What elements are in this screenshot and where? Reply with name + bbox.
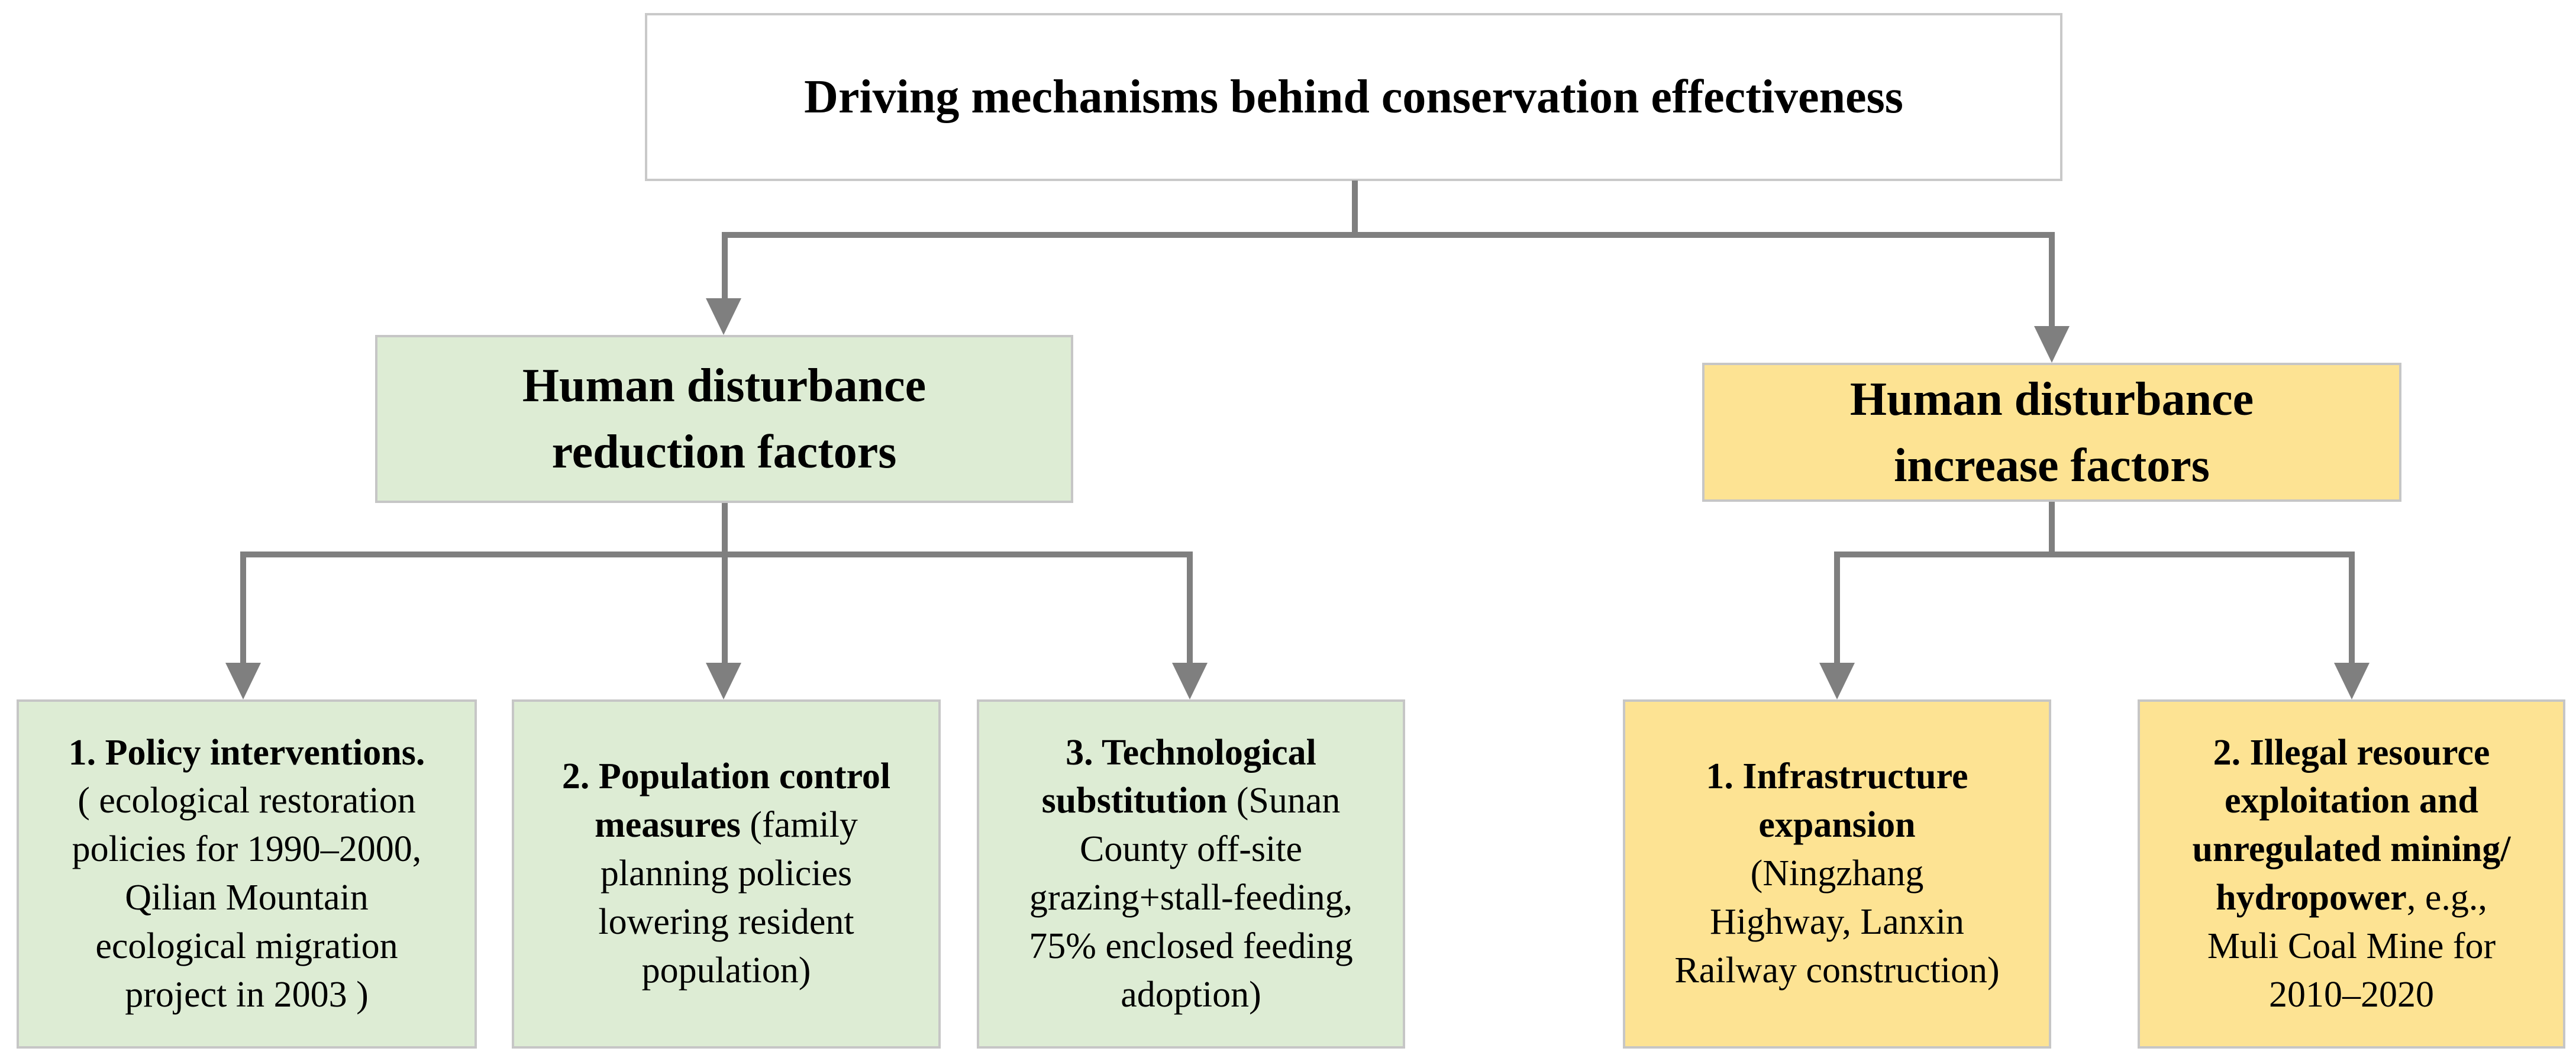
arrow-down-reduction-icon bbox=[706, 298, 741, 335]
connector-increase-stub bbox=[2049, 502, 2055, 554]
connector-branch-line-left bbox=[240, 552, 1193, 557]
node-population-control-label: 2. Population control measures (family pla… bbox=[561, 756, 891, 991]
connector-drop-to-reduction bbox=[722, 232, 728, 303]
connector-reduction-stub bbox=[722, 503, 728, 554]
connector-drop-to-increase bbox=[2049, 232, 2055, 330]
node-illegal-resource-exploitation-label: 2. Illegal resource exploitation and unreg… bbox=[2192, 732, 2511, 1015]
node-infrastructure-expansion-label: 1. Infrastructure expansion (Ningzhang High… bbox=[1674, 756, 2000, 991]
node-human-disturbance-increase: Human disturbance increase factors bbox=[1702, 363, 2401, 502]
arrow-down-population-icon bbox=[706, 663, 741, 699]
node-policy-interventions: 1. Policy interventions.( ecological res… bbox=[17, 699, 477, 1049]
arrow-down-infrastructure-icon bbox=[1819, 663, 1855, 699]
node-technological-substitution-label: 3. Technological substitution (Sunan Count… bbox=[1029, 732, 1353, 1015]
node-human-disturbance-reduction-label: Human disturbance reduction factors bbox=[522, 360, 927, 478]
node-policy-interventions-label: 1. Policy interventions.( ecological res… bbox=[68, 732, 425, 1015]
connector-trunk-stub bbox=[1352, 180, 1358, 235]
connector-drop-to-illegal bbox=[2349, 554, 2355, 666]
node-infrastructure-expansion: 1. Infrastructure expansion (Ningzhang High… bbox=[1623, 699, 2051, 1049]
connector-branch-line-right bbox=[1834, 552, 2355, 557]
arrow-down-policy-icon bbox=[225, 663, 261, 699]
arrow-down-technology-icon bbox=[1172, 663, 1208, 699]
arrow-down-increase-icon bbox=[2034, 326, 2070, 363]
connector-drop-to-population bbox=[722, 554, 728, 666]
node-driving-mechanisms-label: Driving mechanisms behind conservation e… bbox=[804, 71, 1903, 123]
connector-drop-to-technology bbox=[1187, 554, 1193, 666]
node-driving-mechanisms: Driving mechanisms behind conservation e… bbox=[645, 13, 2062, 181]
connector-branch-line-top bbox=[722, 232, 2055, 238]
connector-drop-to-policy bbox=[240, 554, 246, 666]
node-population-control: 2. Population control measures (family pla… bbox=[512, 699, 941, 1049]
arrow-down-illegal-icon bbox=[2334, 663, 2370, 699]
node-human-disturbance-reduction: Human disturbance reduction factors bbox=[375, 335, 1073, 503]
connector-drop-to-infrastructure bbox=[1834, 554, 1840, 666]
node-illegal-resource-exploitation: 2. Illegal resource exploitation and unreg… bbox=[2138, 699, 2565, 1049]
node-human-disturbance-increase-label: Human disturbance increase factors bbox=[1849, 373, 2254, 492]
node-technological-substitution: 3. Technological substitution (Sunan Count… bbox=[977, 699, 1405, 1049]
